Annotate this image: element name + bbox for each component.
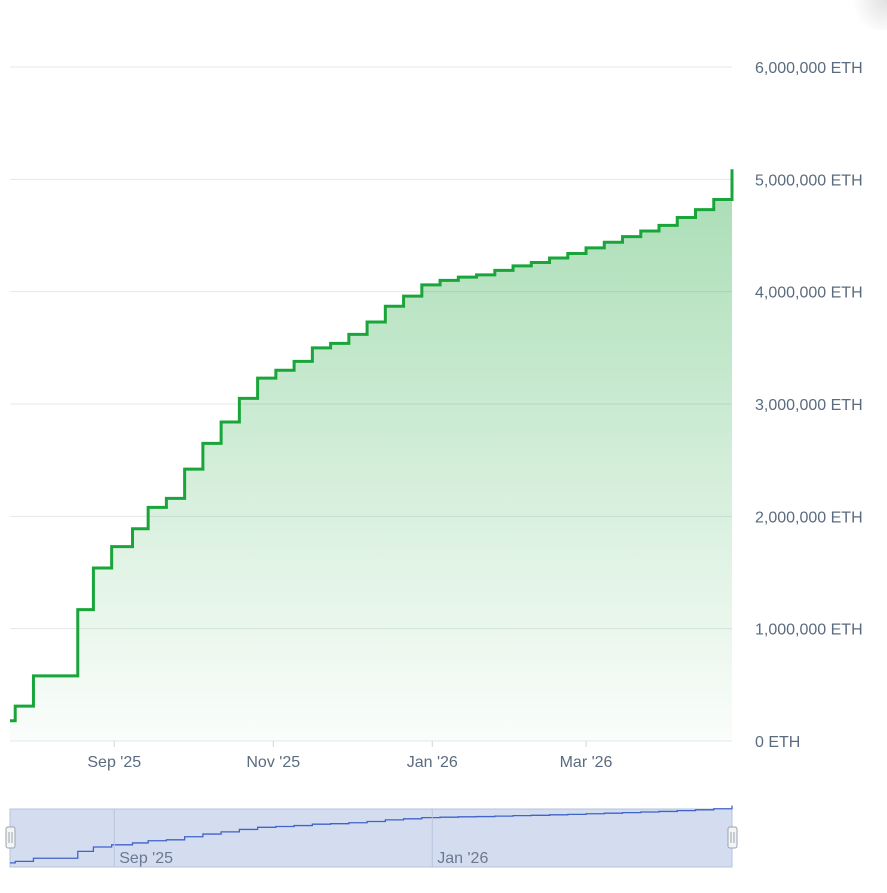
- navigator-tick-label: Jan '26: [437, 850, 488, 867]
- y-tick-label: 3,000,000 ETH: [755, 397, 863, 414]
- navigator-tick-label: Sep '25: [119, 850, 173, 867]
- series-area: [10, 169, 732, 741]
- y-axis: 6,000,000 ETH 5,000,000 ETH 4,000,000 ETH 3…: [755, 60, 863, 751]
- line-layer: [10, 169, 734, 723]
- x-tick-label: Sep '25: [87, 754, 141, 771]
- navigator-handle-left[interactable]: [5, 826, 16, 849]
- y-tick-label: 6,000,000 ETH: [755, 60, 863, 77]
- x-tick-label: Jan '26: [407, 754, 458, 771]
- corner-shade: [847, 0, 887, 30]
- y-tick-label: 0 ETH: [755, 734, 800, 751]
- y-tick-label: 4,000,000 ETH: [755, 285, 863, 302]
- y-tick-label: 5,000,000 ETH: [755, 172, 863, 189]
- area-layer: [10, 169, 732, 741]
- handle-body[interactable]: [5, 826, 16, 849]
- navigator[interactable]: Sep '25 Jan '26: [5, 805, 738, 868]
- handle-body[interactable]: [727, 826, 738, 849]
- x-tick-label: Mar '26: [560, 754, 613, 771]
- x-tick-label: Nov '25: [246, 754, 300, 771]
- y-tick-label: 1,000,000 ETH: [755, 622, 863, 639]
- navigator-selection[interactable]: [9, 808, 733, 868]
- navigator-line: [10, 805, 733, 864]
- x-axis: Sep '25 Nov '25 Jan '26 Mar '26: [87, 741, 613, 771]
- y-tick-label: 2,000,000 ETH: [755, 509, 863, 526]
- series-line: [10, 169, 734, 723]
- navigator-handle-right[interactable]: [727, 826, 738, 849]
